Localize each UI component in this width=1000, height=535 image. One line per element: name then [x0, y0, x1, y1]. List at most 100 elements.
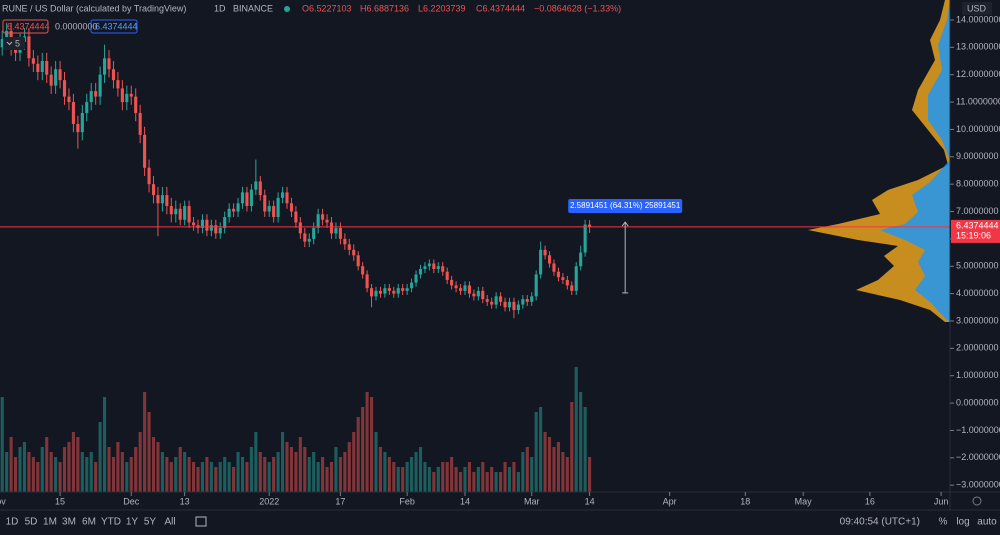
range-button[interactable]: 5D: [25, 517, 38, 528]
candle-body: [276, 197, 280, 217]
candle-body: [80, 113, 84, 133]
candle-body: [334, 227, 338, 234]
candle-body: [147, 167, 151, 185]
candle-body: [169, 206, 173, 215]
range-button[interactable]: 1D: [6, 517, 19, 528]
volume-bar: [383, 452, 387, 492]
candle-body: [512, 301, 516, 311]
volume-bar: [280, 432, 285, 492]
candle-body: [583, 224, 587, 253]
y-tick-label: −1.0000000: [956, 425, 1000, 435]
candle-body: [138, 113, 142, 135]
range-button[interactable]: YTD: [101, 517, 121, 528]
volume-bar: [374, 432, 378, 492]
candle-body: [476, 290, 480, 297]
candle-body: [116, 80, 120, 89]
candle-body: [525, 299, 529, 302]
volume-bar: [338, 457, 342, 492]
range-button[interactable]: 5Y: [144, 517, 157, 528]
candle-body: [236, 203, 240, 212]
candle-body: [463, 285, 467, 291]
auto-toggle[interactable]: auto: [977, 517, 997, 528]
range-button[interactable]: 1M: [43, 517, 57, 528]
volume-bar: [552, 447, 556, 492]
measure-arrow: [621, 221, 629, 227]
range-button[interactable]: 6M: [82, 517, 96, 528]
indicator-toggle[interactable]: [3, 37, 25, 50]
range-button[interactable]: All: [164, 517, 175, 528]
candle-body: [98, 74, 102, 97]
candle-body: [143, 134, 147, 168]
y-tick-label: 2.0000000: [956, 343, 999, 353]
volume-bar: [76, 437, 80, 492]
candle-body: [507, 301, 512, 308]
candle-body: [187, 206, 191, 223]
currency-button[interactable]: [962, 2, 992, 15]
candle-body: [263, 195, 267, 212]
x-tick-label: 14: [585, 496, 595, 506]
candle-body: [405, 288, 409, 291]
candle-body: [565, 279, 569, 286]
candle-body: [214, 225, 218, 234]
volume-bar: [62, 447, 67, 492]
percent-toggle[interactable]: %: [939, 517, 948, 528]
candle-body: [329, 222, 334, 234]
candle-body: [365, 274, 369, 289]
candle-body: [76, 123, 80, 133]
volume-bar: [80, 452, 84, 492]
y-tick-label: 5.0000000: [956, 261, 999, 271]
open-value: O6.5227103: [302, 3, 352, 13]
candle-body: [272, 206, 276, 217]
x-tick-label: Dec: [123, 496, 140, 506]
volume-bar: [334, 447, 338, 492]
volume-bar: [294, 452, 298, 492]
volume-bar: [298, 437, 302, 492]
volume-bar: [463, 467, 467, 492]
volume-bar: [467, 462, 471, 492]
candle-body: [111, 69, 116, 81]
candle-body: [205, 219, 209, 231]
candle-body: [499, 296, 503, 302]
legend-value: 0.0000000: [55, 21, 98, 31]
y-tick-label: 10.0000000: [956, 124, 1000, 134]
x-tick-label: Apr: [663, 496, 677, 506]
volume-bar: [58, 462, 62, 492]
volume-bar: [45, 437, 49, 492]
candle-body: [27, 36, 31, 59]
volume-bar: [196, 467, 200, 492]
legend-box[interactable]: [90, 19, 138, 34]
x-tick-label: May: [795, 496, 813, 506]
volume-bar: [565, 457, 569, 492]
candle-body: [369, 288, 374, 297]
volume-bar: [312, 452, 316, 492]
volume-bar: [103, 397, 107, 492]
volume-bar: [40, 447, 44, 492]
volume-bar: [352, 432, 356, 492]
candle-body: [280, 192, 285, 198]
volume-bar: [165, 457, 169, 492]
candle-body: [352, 249, 356, 256]
range-button[interactable]: 1Y: [126, 517, 139, 528]
candle-body: [383, 288, 387, 294]
high-value: H6.6887136: [360, 3, 409, 13]
candle-body: [67, 96, 71, 103]
volume-bar: [539, 407, 543, 492]
candle-body: [588, 224, 592, 227]
date-range-icon[interactable]: [195, 516, 207, 527]
settings-icon[interactable]: [972, 496, 982, 506]
volume-bar: [0, 397, 4, 492]
y-tick-label: 11.0000000: [956, 96, 1000, 106]
indicator-count: 5: [15, 38, 20, 48]
candle-body: [547, 255, 552, 264]
range-button[interactable]: 3M: [62, 517, 76, 528]
candle-body: [347, 244, 351, 250]
change-value: −0.0864628 (−1.33%): [534, 3, 621, 13]
volume-bar: [14, 457, 18, 492]
legend-box[interactable]: [2, 19, 49, 34]
candle-body: [165, 195, 169, 207]
volume-bar: [187, 457, 191, 492]
volume-bar: [410, 457, 414, 492]
log-toggle[interactable]: log: [956, 517, 969, 528]
